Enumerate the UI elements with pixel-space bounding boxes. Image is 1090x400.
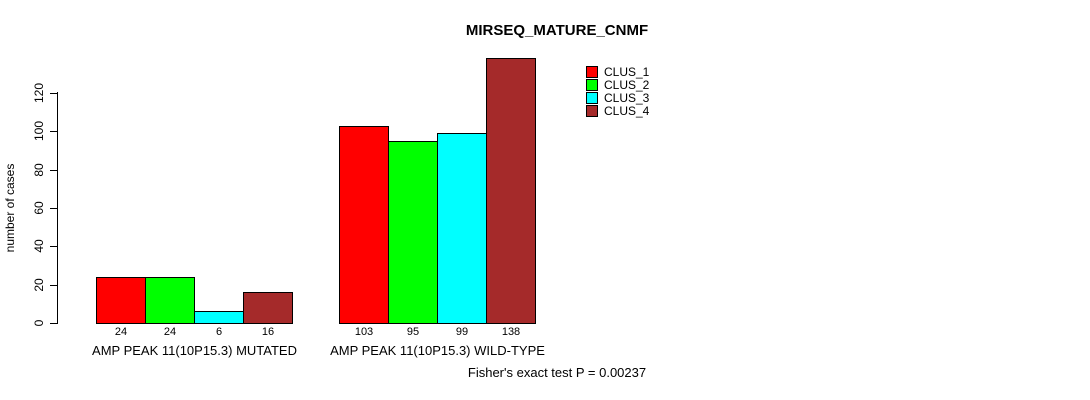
legend-swatch <box>586 78 598 91</box>
y-tick <box>50 208 57 209</box>
legend-item: CLUS_2 <box>586 77 650 92</box>
legend-swatch <box>586 91 598 104</box>
legend-label: CLUS_1 <box>604 64 650 79</box>
y-tick-label: 120 <box>32 82 46 104</box>
y-tick-label: 40 <box>32 239 46 253</box>
legend-item: CLUS_4 <box>586 103 650 118</box>
y-tick-label: 100 <box>32 120 46 142</box>
legend-label: CLUS_2 <box>604 77 650 92</box>
bar <box>437 133 487 324</box>
bar <box>96 277 146 324</box>
y-tick <box>50 323 57 324</box>
y-tick <box>50 285 57 286</box>
bar <box>194 311 244 324</box>
group-label: AMP PEAK 11(10P15.3) MUTATED <box>92 343 297 358</box>
fisher-test-annotation: Fisher's exact test P = 0.00237 <box>467 365 647 380</box>
bar <box>339 126 389 324</box>
group-label: AMP PEAK 11(10P15.3) WILD-TYPE <box>330 343 545 358</box>
bar-value-label: 6 <box>215 326 223 338</box>
bar-value-label: 24 <box>114 326 128 338</box>
legend-swatch <box>586 104 598 117</box>
bar <box>243 292 293 324</box>
legend: CLUS_1 CLUS_2 CLUS_3 CLUS_4 <box>586 64 650 118</box>
legend-item: CLUS_1 <box>586 64 650 79</box>
bar-value-label: 138 <box>501 326 521 338</box>
bar <box>486 58 536 324</box>
y-axis-line <box>57 92 58 324</box>
chart-title: MIRSEQ_MATURE_CNMF <box>465 22 649 39</box>
y-tick <box>50 131 57 132</box>
bar <box>388 141 438 324</box>
legend-label: CLUS_3 <box>604 90 650 105</box>
y-tick <box>50 170 57 171</box>
bar-value-label: 16 <box>261 326 275 338</box>
y-tick <box>50 246 57 247</box>
legend-swatch <box>586 65 598 78</box>
y-tick-label: 60 <box>32 201 46 215</box>
y-tick <box>50 93 57 94</box>
legend-item: CLUS_3 <box>586 90 650 105</box>
y-tick-label: 80 <box>32 163 46 177</box>
y-tick-label: 20 <box>32 278 46 292</box>
bar-value-label: 95 <box>406 326 420 338</box>
y-tick-label: 0 <box>32 319 46 327</box>
bar-value-label: 24 <box>163 326 177 338</box>
bar-value-label: 99 <box>455 326 469 338</box>
legend-label: CLUS_4 <box>604 103 650 118</box>
bar <box>145 277 195 324</box>
y-axis-label: number of cases <box>3 163 17 253</box>
bar-value-label: 103 <box>354 326 374 338</box>
